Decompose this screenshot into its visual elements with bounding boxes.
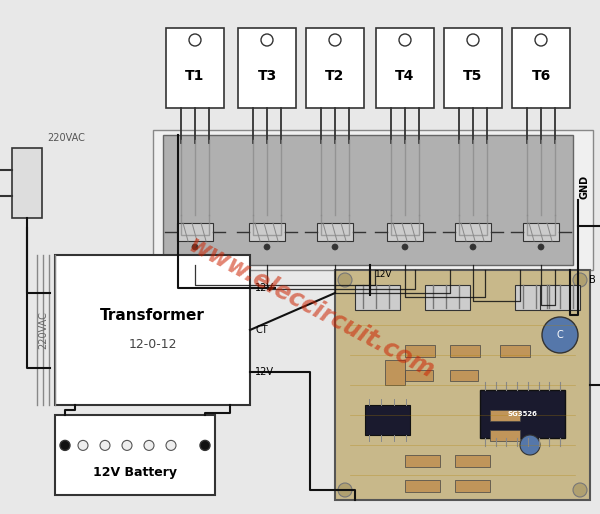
Circle shape [192, 244, 198, 250]
Circle shape [100, 440, 110, 450]
Text: B: B [589, 275, 596, 285]
Bar [55, 415, 215, 495]
Text: 12V: 12V [255, 283, 274, 293]
Bar [238, 28, 296, 108]
Circle shape [573, 483, 587, 497]
Circle shape [338, 273, 352, 287]
Circle shape [402, 244, 408, 250]
Text: 220VAC: 220VAC [47, 133, 85, 143]
Circle shape [332, 244, 338, 250]
Bar [55, 255, 250, 405]
Text: SG3526: SG3526 [508, 411, 538, 417]
Bar [455, 480, 490, 492]
Circle shape [329, 34, 341, 46]
Bar [512, 28, 570, 108]
Text: C: C [557, 330, 563, 340]
Bar [490, 410, 520, 421]
Circle shape [200, 440, 210, 450]
Bar [515, 285, 560, 310]
Bar [450, 345, 480, 357]
Circle shape [144, 440, 154, 450]
Bar [335, 270, 590, 500]
Bar [177, 223, 213, 241]
Circle shape [78, 440, 88, 450]
Text: www.eleccircuit.com: www.eleccircuit.com [185, 233, 439, 383]
Circle shape [264, 244, 270, 250]
Text: GND: GND [580, 175, 590, 199]
Circle shape [166, 440, 176, 450]
Bar [444, 28, 502, 108]
Bar [317, 223, 353, 241]
Text: T5: T5 [463, 69, 482, 83]
Circle shape [60, 440, 70, 450]
Bar [12, 148, 42, 218]
Bar [355, 285, 400, 310]
Text: T6: T6 [532, 69, 551, 83]
Circle shape [520, 435, 540, 455]
Bar [365, 405, 410, 435]
Bar [385, 360, 405, 385]
Bar [387, 223, 423, 241]
Bar [455, 455, 490, 467]
Circle shape [189, 34, 201, 46]
Text: Transformer: Transformer [100, 307, 205, 322]
Text: 220VAC: 220VAC [38, 311, 48, 349]
Text: T3: T3 [257, 69, 277, 83]
Bar [166, 28, 224, 108]
Circle shape [577, 276, 585, 284]
Circle shape [338, 483, 352, 497]
Circle shape [122, 440, 132, 450]
Bar [249, 223, 285, 241]
Circle shape [535, 34, 547, 46]
Text: T1: T1 [185, 69, 205, 83]
Bar [450, 370, 478, 381]
Text: T2: T2 [325, 69, 344, 83]
Bar [523, 223, 559, 241]
Circle shape [467, 34, 479, 46]
Circle shape [261, 34, 273, 46]
Bar [405, 370, 433, 381]
Text: 12V: 12V [255, 367, 274, 377]
Circle shape [399, 34, 411, 46]
Text: 12V Battery: 12V Battery [93, 466, 177, 479]
Bar [163, 135, 573, 265]
Bar [455, 223, 491, 241]
Bar [500, 345, 530, 357]
Bar [490, 430, 520, 441]
Circle shape [573, 273, 587, 287]
Bar [405, 345, 435, 357]
Text: 12-0-12: 12-0-12 [128, 339, 177, 352]
Bar [405, 480, 440, 492]
Bar [405, 455, 440, 467]
Bar [480, 390, 565, 438]
Bar [540, 285, 580, 310]
Bar [153, 130, 593, 270]
Bar [306, 28, 364, 108]
Circle shape [470, 244, 476, 250]
Circle shape [542, 317, 578, 353]
Circle shape [538, 244, 544, 250]
Bar [376, 28, 434, 108]
Text: T4: T4 [395, 69, 415, 83]
Text: CT: CT [255, 325, 268, 335]
Text: 12V: 12V [375, 270, 392, 279]
Bar [425, 285, 470, 310]
